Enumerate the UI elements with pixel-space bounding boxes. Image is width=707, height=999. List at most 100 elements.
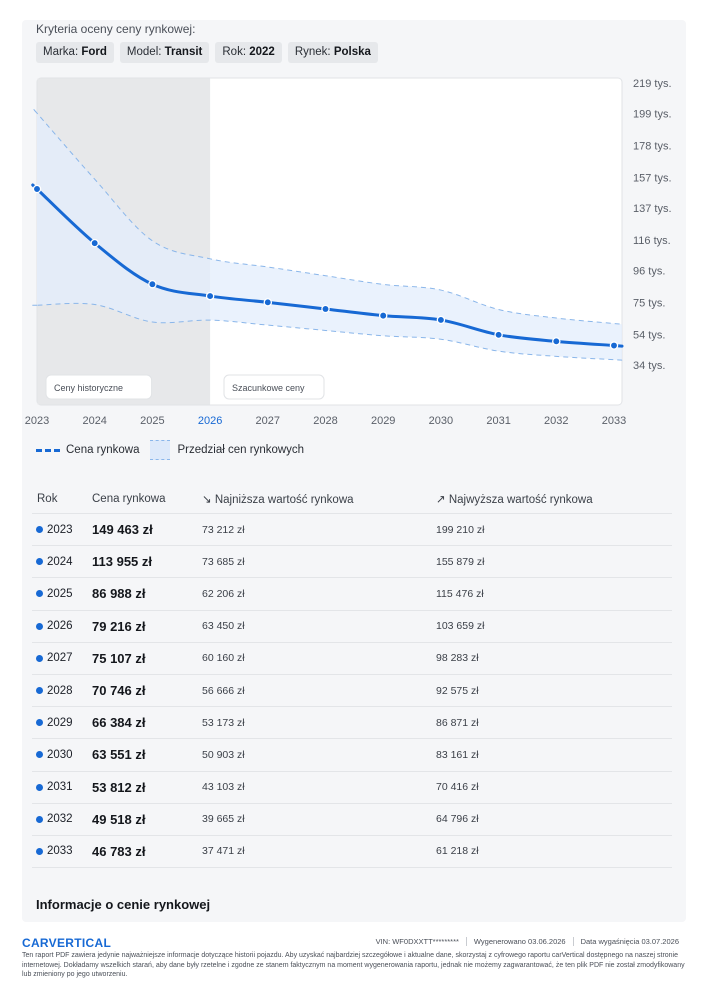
row-year-label: 2023 (47, 523, 73, 536)
y-tick-label: 157 tys. (633, 173, 672, 185)
market-price-point (32, 184, 42, 194)
row-year: 2027 (32, 652, 92, 664)
row-year: 2026 (32, 620, 92, 632)
x-tick-label: 2024 (82, 415, 106, 427)
series-dot-icon (36, 815, 43, 823)
row-price: 86 988 zł (92, 586, 146, 602)
chip-model: Model: Transit (119, 42, 210, 63)
chip-model-key: Model: (126, 46, 162, 58)
header-min-label: Najniższa wartość rynkowa (214, 493, 354, 506)
x-tick-label: 2023 (25, 415, 49, 427)
row-price: 113 955 zł (92, 554, 152, 570)
chip-market-value: Polska (333, 46, 371, 58)
row-year: 2031 (32, 781, 92, 793)
row-max: 199 210 zł (436, 523, 485, 536)
table-row: 2033 46 783 zł 37 471 zł 61 218 zł (32, 836, 672, 869)
row-max: 70 416 zł (436, 781, 479, 794)
price-range-band (32, 108, 622, 361)
row-min: 53 173 zł (202, 716, 245, 729)
row-max: 61 218 zł (436, 845, 479, 858)
row-price: 75 107 zł (92, 650, 146, 666)
x-tick-label: 2029 (371, 415, 395, 427)
row-max: 155 879 zł (436, 555, 485, 568)
header-max: ↗ Najwyższa wartość rynkowa (436, 492, 672, 506)
row-min: 60 160 zł (202, 652, 245, 665)
table-row: 2031 53 812 zł 43 103 zł 70 416 zł (32, 772, 672, 804)
market-price-point (552, 337, 561, 346)
header-max-label: Najwyższa wartość rynkowa (448, 493, 593, 506)
market-price-point (321, 304, 330, 314)
row-price: 63 551 zł (92, 747, 146, 763)
row-year-label: 2029 (47, 716, 73, 729)
chart-legend: Cena rynkowa Przedział cen rynkowych (36, 440, 304, 460)
footer-expires: Data wygaśnięcia 03.07.2026 (572, 937, 686, 946)
arrow-down-right-icon: ↘ (202, 493, 215, 506)
row-year: 2025 (32, 588, 92, 600)
row-min: 39 665 zł (202, 813, 245, 826)
y-tick-label: 178 tys. (633, 140, 672, 152)
market-price-point (494, 330, 503, 340)
chip-make-value: Ford (81, 46, 107, 58)
chip-make-key: Marka: (43, 46, 79, 58)
row-price: 79 216 zł (92, 618, 146, 634)
chip-model-value: Transit (164, 46, 203, 58)
row-price: 46 783 zł (92, 843, 146, 859)
band-upper-edge (32, 107, 623, 325)
row-price: 53 812 zł (92, 779, 146, 795)
row-price: 49 518 zł (92, 811, 146, 827)
carvertical-logo: CARVERTICAL (22, 936, 112, 950)
market-price-point (609, 341, 619, 350)
series-dot-icon (36, 751, 43, 759)
chip-year-key: Rok: (222, 46, 247, 58)
forecast-region-label-pill (223, 374, 325, 400)
row-min: 56 666 zł (202, 684, 245, 697)
table-row: 2032 49 518 zł 39 665 zł 64 796 zł (32, 804, 672, 836)
x-tick-label: 2030 (429, 415, 453, 427)
row-min: 50 903 zł (202, 748, 245, 761)
row-year: 2033 (32, 845, 92, 857)
row-year: 2028 (32, 685, 92, 697)
table-row: 2029 66 384 zł 53 173 zł 86 871 zł (32, 707, 672, 740)
row-year: 2030 (32, 749, 92, 761)
row-max: 103 659 zł (436, 620, 485, 633)
table-row: 2026 79 216 zł 63 450 zł 103 659 zł (32, 611, 672, 643)
legend-band-swatch (149, 440, 170, 460)
chip-make: Marka: Ford (36, 42, 114, 63)
market-price-point (205, 291, 215, 301)
series-dot-icon (36, 783, 43, 791)
y-tick-label: 219 tys. (633, 78, 672, 90)
row-min: 37 471 zł (202, 845, 245, 858)
x-tick-label: 2025 (140, 415, 164, 427)
series-dot-icon (36, 622, 43, 630)
y-tick-label: 96 tys. (633, 265, 665, 277)
y-tick-label: 137 tys. (633, 203, 672, 215)
table-row: 2025 86 988 zł 62 206 zł 115 476 zł (32, 578, 672, 611)
criteria-title: Kryteria oceny ceny rynkowej: (36, 22, 196, 36)
forecast-region-label: Szacunkowe ceny (232, 383, 305, 393)
row-max: 64 796 zł (436, 813, 479, 826)
market-price-point (436, 315, 446, 325)
row-year-label: 2026 (47, 620, 73, 633)
legend-line-swatch (36, 448, 60, 452)
row-max: 115 476 zł (436, 587, 484, 600)
series-dot-icon (36, 526, 43, 534)
row-year: 2032 (32, 813, 92, 825)
market-price-point (148, 279, 157, 289)
band-lower-edge (32, 302, 623, 361)
row-year-label: 2028 (47, 684, 73, 697)
row-min: 73 212 zł (202, 523, 245, 536)
price-table: Rok Cena rynkowa ↘ Najniższa wartość ryn… (32, 484, 672, 869)
chip-market: Rynek: Polska (287, 42, 378, 63)
row-max: 98 283 zł (436, 652, 479, 665)
row-year: 2023 (32, 524, 92, 536)
arrow-up-right-icon: ↗ (436, 493, 449, 506)
section-title: Informacje o cenie rynkowej (36, 897, 211, 912)
row-year-label: 2027 (47, 652, 73, 665)
row-price: 149 463 zł (92, 522, 153, 538)
y-tick-label: 54 tys. (633, 330, 665, 342)
history-region-label-pill (45, 374, 153, 400)
row-year-label: 2033 (47, 845, 73, 858)
row-year-label: 2030 (47, 748, 73, 761)
price-chart: Ceny historyczne Szacunkowe ceny 219 tys. 1… (25, 77, 672, 427)
x-tick-label: 2027 (256, 415, 280, 427)
